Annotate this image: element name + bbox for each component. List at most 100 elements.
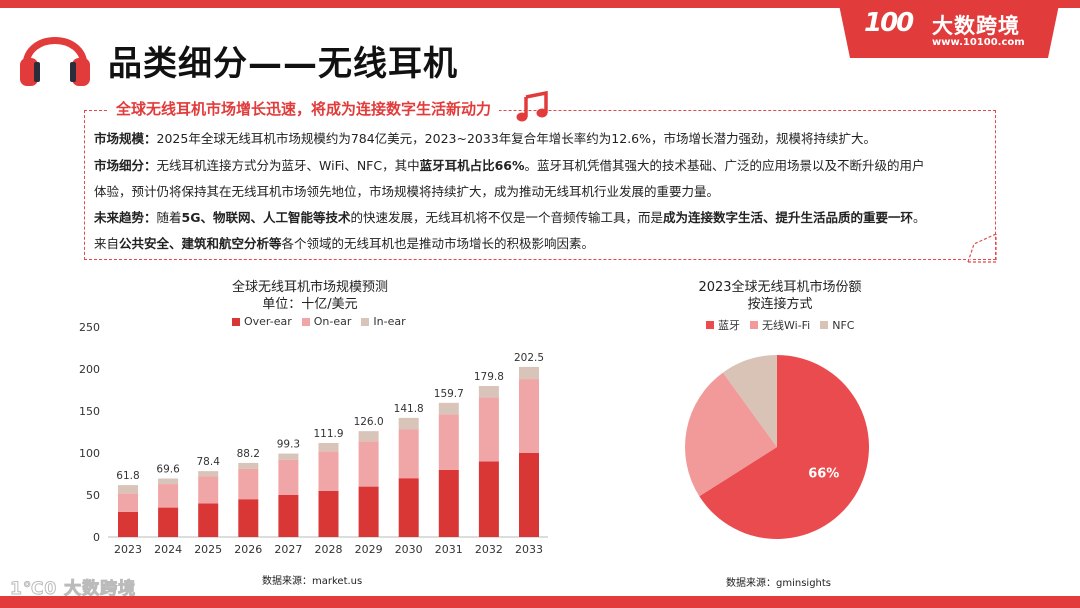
summary-headline: 全球无线耳机市场增长迅速，将成为连接数字生活新动力 [108, 98, 500, 119]
pie-chart-source: 数据来源：gminsights [726, 578, 832, 589]
x-tick-label: 2032 [475, 543, 503, 556]
bar-on-ear-2024 [158, 484, 179, 508]
top-accent-bar [0, 0, 1080, 8]
bar-over-ear-2030 [398, 478, 419, 537]
legend-label-wifi: 无线Wi-Fi [762, 319, 811, 332]
bar-total-label: 202.5 [514, 352, 544, 364]
bar-on-ear-2027 [278, 459, 299, 495]
brand-logo: 100 [864, 8, 914, 38]
pie-slice-2 [722, 355, 777, 447]
bar-in-ear-2030 [398, 417, 419, 430]
legend-wifi: 无线Wi-Fi [750, 317, 810, 333]
x-tick-label: 2024 [154, 543, 182, 556]
y-tick-label: 250 [79, 321, 100, 334]
legend-in-ear: In-ear [361, 315, 406, 328]
bar-total-label: 69.6 [156, 464, 180, 476]
page-title: 品类细分——无线耳机 [108, 44, 458, 84]
summary-market-segment: 市场细分：无线耳机连接方式分为蓝牙、WiFi、NFC，其中蓝牙耳机占比66%。蓝… [94, 155, 925, 174]
summary-market-scale: 市场规模：2025年全球无线耳机市场规模约为784亿美元，2023~2033年复… [94, 128, 876, 147]
summary-market-segment-cont: 体验，预计仍将保持其在无线耳机市场领先地位，市场规模将持续扩大，成为推动无线耳机… [94, 181, 719, 200]
legend-label-over-ear: Over-ear [244, 315, 292, 328]
bar-in-ear-2023 [118, 485, 138, 494]
bar-in-ear-2032 [478, 385, 499, 398]
bar-over-ear-2031 [438, 469, 459, 537]
bar-over-ear-2033 [519, 453, 539, 537]
legend-swatch-over-ear [232, 317, 240, 326]
bar-on-ear-2023 [118, 493, 138, 512]
bar-over-ear-2032 [478, 461, 499, 537]
legend-swatch-bluetooth [706, 321, 714, 329]
summary-future-trend: 未来趋势：随着5G、物联网、人工智能等技术的快速发展，无线耳机将不仅是一个音频传… [94, 207, 926, 226]
bar-in-ear-2024 [158, 478, 179, 485]
pie-slice-label: 66% [808, 467, 839, 482]
x-tick-label: 2031 [435, 543, 463, 556]
x-tick-label: 2025 [194, 543, 222, 556]
legend-bluetooth: 蓝牙 [706, 317, 740, 333]
y-tick-label: 100 [79, 447, 100, 460]
bar-total-label: 159.7 [434, 388, 464, 400]
bar-total-label: 99.3 [277, 439, 300, 451]
x-tick-label: 2033 [515, 543, 543, 556]
trend-bold-b: 成为连接数字生活、提升生活品质的重要一环 [663, 210, 914, 225]
bar-in-ear-2033 [519, 366, 539, 380]
bar-total-label: 141.8 [394, 403, 424, 415]
x-tick-label: 2023 [114, 543, 142, 556]
bar-on-ear-2030 [398, 429, 419, 479]
bar-over-ear-2025 [198, 503, 219, 537]
trend-bold-a: 5G、物联网、人工智能等技术 [181, 210, 351, 225]
brand-name: 大数跨境 [932, 14, 1020, 38]
bar-total-label: 61.8 [116, 470, 139, 482]
legend-label-on-ear: On-ear [313, 315, 352, 328]
brand-tab-shape [838, 0, 1060, 58]
x-tick-label: 2029 [355, 543, 383, 556]
bar-in-ear-2026 [238, 462, 259, 469]
scale-label: 市场规模： [94, 131, 157, 146]
bar-total-label: 179.8 [474, 371, 504, 383]
legend-label-bluetooth: 蓝牙 [718, 319, 740, 332]
x-tick-label: 2026 [234, 543, 262, 556]
bar-chart-source: 数据来源：market.us [262, 576, 363, 587]
music-note-icon [516, 91, 548, 122]
bar-total-label: 88.2 [237, 448, 260, 460]
legend-label-in-ear: In-ear [373, 315, 406, 328]
trend-text-e: 各个领域的无线耳机也是推动市场增长的积极影响因素。 [281, 236, 595, 251]
bar-on-ear-2025 [198, 476, 219, 504]
x-tick-label: 2030 [395, 543, 423, 556]
bar-over-ear-2024 [158, 507, 179, 537]
pie-slice-1 [685, 372, 777, 497]
legend-swatch-on-ear [301, 317, 310, 326]
bar-on-ear-2033 [519, 379, 539, 453]
brand-url: www.10100.com [932, 37, 1025, 48]
bar-total-label: 78.4 [197, 456, 221, 468]
bar-on-ear-2028 [318, 451, 339, 491]
trend-text-a: 随着 [156, 210, 182, 225]
segment-text-c: 体验，预计仍将保持其在无线耳机市场领先地位，市场规模将持续扩大，成为推动无线耳机… [94, 184, 720, 199]
y-tick-label: 200 [79, 363, 100, 376]
y-tick-label: 0 [93, 531, 100, 544]
bar-on-ear-2032 [478, 397, 499, 462]
bar-in-ear-2025 [198, 471, 219, 477]
bar-chart-legend: Over-ear On-ear In-ear [232, 315, 406, 328]
bar-in-ear-2027 [278, 453, 299, 460]
scale-text: 2025年全球无线耳机市场规模约为784亿美元，2023~2033年复合年增长率… [156, 131, 876, 146]
x-tick-label: 2027 [274, 543, 302, 556]
bar-over-ear-2027 [278, 495, 299, 537]
bar-chart-subtitle: 单位：十亿/美元 [262, 297, 358, 312]
legend-label-nfc: NFC [832, 318, 855, 332]
legend-swatch-nfc [820, 321, 829, 329]
legend-nfc: NFC [820, 317, 855, 333]
y-tick-label: 50 [86, 489, 100, 502]
bar-on-ear-2026 [238, 468, 259, 500]
bar-on-ear-2029 [358, 441, 379, 487]
legend-swatch-in-ear [361, 317, 370, 326]
bottom-accent-bar [0, 596, 1080, 608]
page-fold-corner [967, 233, 997, 263]
x-tick-label: 2028 [315, 543, 343, 556]
brand-header: 100 大数跨境 www.10100.com [838, 0, 1060, 58]
bar-over-ear-2026 [238, 499, 259, 537]
legend-on-ear: On-ear [301, 315, 352, 328]
headphone-icon [20, 37, 90, 86]
trend-text-d: 来自 [94, 236, 120, 251]
bar-chart-title: 全球无线耳机市场规模预测 [231, 280, 388, 295]
pie-chart-legend: 蓝牙 无线Wi-Fi NFC [706, 317, 855, 333]
